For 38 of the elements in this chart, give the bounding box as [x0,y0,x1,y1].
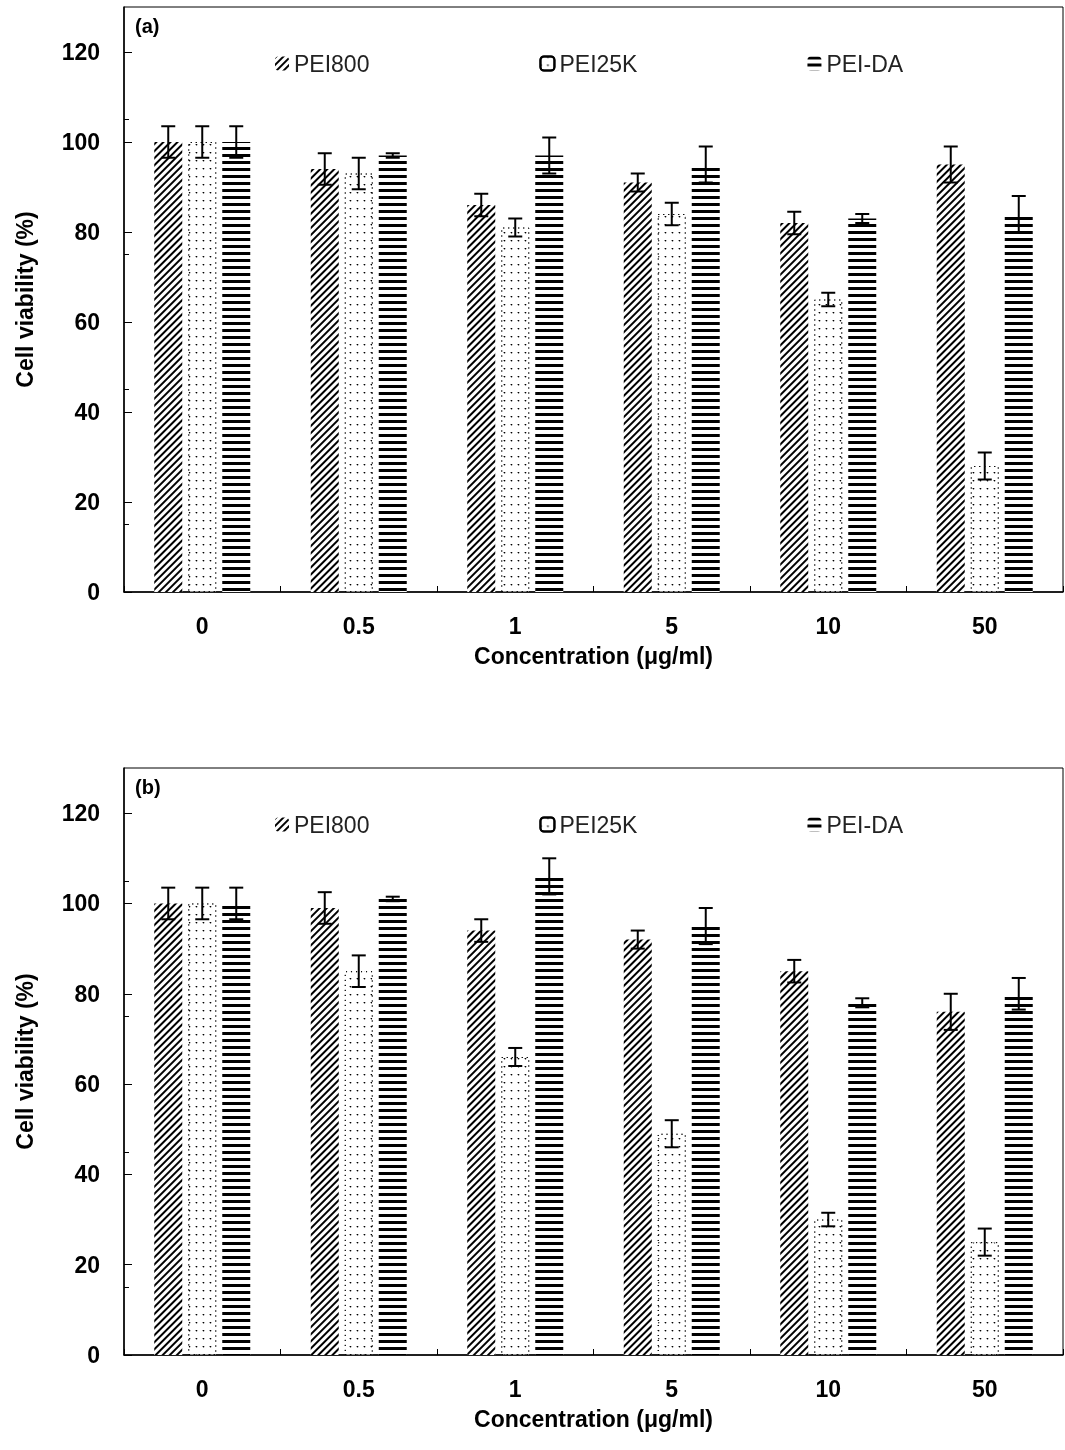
y-tick-label: 120 [61,39,100,65]
y-axis-title: Cell viability (%) [11,211,38,388]
x-tick-label: 0.5 [342,612,375,639]
y-axis-title: Cell viability (%) [11,973,38,1150]
chart-title: (b) [135,776,161,798]
x-tick-label: 0 [195,612,209,639]
x-tick-label: 5 [665,1375,679,1402]
x-axis-title: Concentration (μg/ml) [474,1405,713,1432]
y-tick-label: 100 [61,129,100,155]
x-tick-label: 5 [665,612,679,639]
legend-label: PEI800 [294,811,370,838]
y-tick-label: 100 [61,890,100,917]
y-tick-label: 0 [87,579,100,605]
x-tick-label: 1 [508,612,522,639]
y-tick-label: 20 [74,1251,100,1278]
y-tick-label: 80 [74,219,100,245]
y-tick-label: 40 [74,399,100,425]
x-axis-title: Concentration (μg/ml) [474,642,713,669]
legend-label: PEI-DA [826,50,904,77]
y-tick-label: 40 [74,1161,100,1188]
legend-label: PEI25K [559,811,639,838]
x-tick-label: 50 [971,612,998,639]
y-tick-label: 60 [74,309,100,335]
y-tick-label: 0 [87,1342,100,1368]
legend-label: PEI25K [559,50,639,77]
x-tick-label: 1 [508,1375,522,1402]
legend-label: PEI800 [294,50,370,77]
x-tick-label: 50 [971,1375,998,1402]
legend-label: PEI-DA [826,811,904,838]
y-tick-label: 80 [74,980,100,1007]
x-tick-label: 0.5 [342,1375,375,1402]
x-tick-label: 10 [815,612,842,639]
x-tick-label: 0 [195,1375,209,1402]
x-tick-label: 10 [815,1375,842,1402]
chart-title: (a) [135,15,160,37]
y-tick-label: 60 [74,1071,100,1098]
y-tick-label: 120 [61,800,100,827]
y-tick-label: 20 [74,489,100,515]
